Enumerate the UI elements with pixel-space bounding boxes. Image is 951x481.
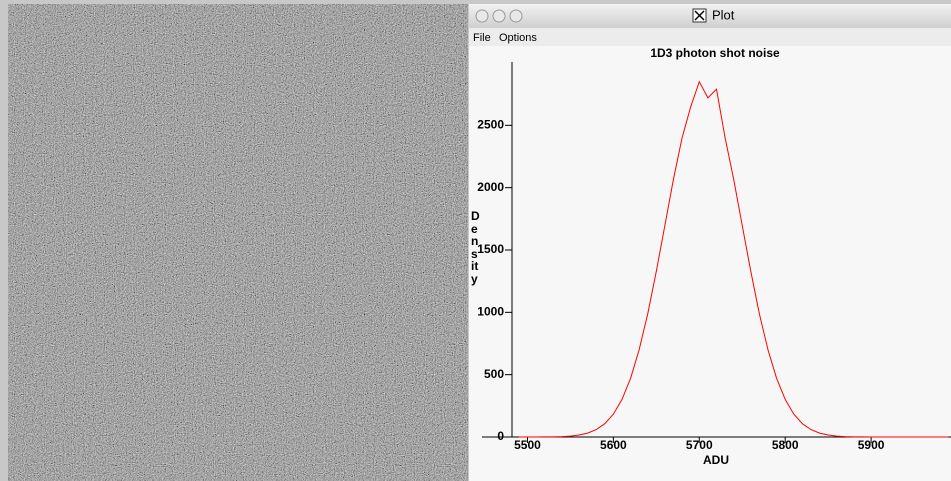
plot-window xyxy=(469,4,951,481)
y-tick-label: 1500 xyxy=(477,242,504,256)
y-tick-label: 500 xyxy=(484,367,504,381)
y-tick-label: 2000 xyxy=(477,180,504,194)
x-tick-label: 5700 xyxy=(686,438,713,452)
y-axis-label: Density xyxy=(471,209,480,286)
minimize-button[interactable] xyxy=(492,9,506,23)
window-title: Plot xyxy=(712,7,735,22)
y-tick-label: 0 xyxy=(497,429,504,443)
chart-title: 1D3 photon shot noise xyxy=(650,46,780,60)
menu-item[interactable]: Options xyxy=(499,32,537,44)
y-tick-label: 1000 xyxy=(477,305,504,319)
x-axis-label: ADU xyxy=(703,453,729,467)
noise-image xyxy=(8,4,468,481)
y-tick-label: 2500 xyxy=(477,118,504,132)
data-line xyxy=(518,80,949,438)
menu-bar xyxy=(469,28,951,46)
menu-item[interactable]: File xyxy=(473,32,491,44)
close-button[interactable] xyxy=(475,9,489,23)
x11-icon-mark xyxy=(694,10,705,21)
title-bar xyxy=(469,4,951,28)
x-tick-label: 5800 xyxy=(772,438,799,452)
x-tick-label: 5900 xyxy=(858,438,885,452)
zoom-button[interactable] xyxy=(509,9,523,23)
x-tick-label: 5600 xyxy=(600,438,627,452)
x-tick-label: 5500 xyxy=(514,438,541,452)
